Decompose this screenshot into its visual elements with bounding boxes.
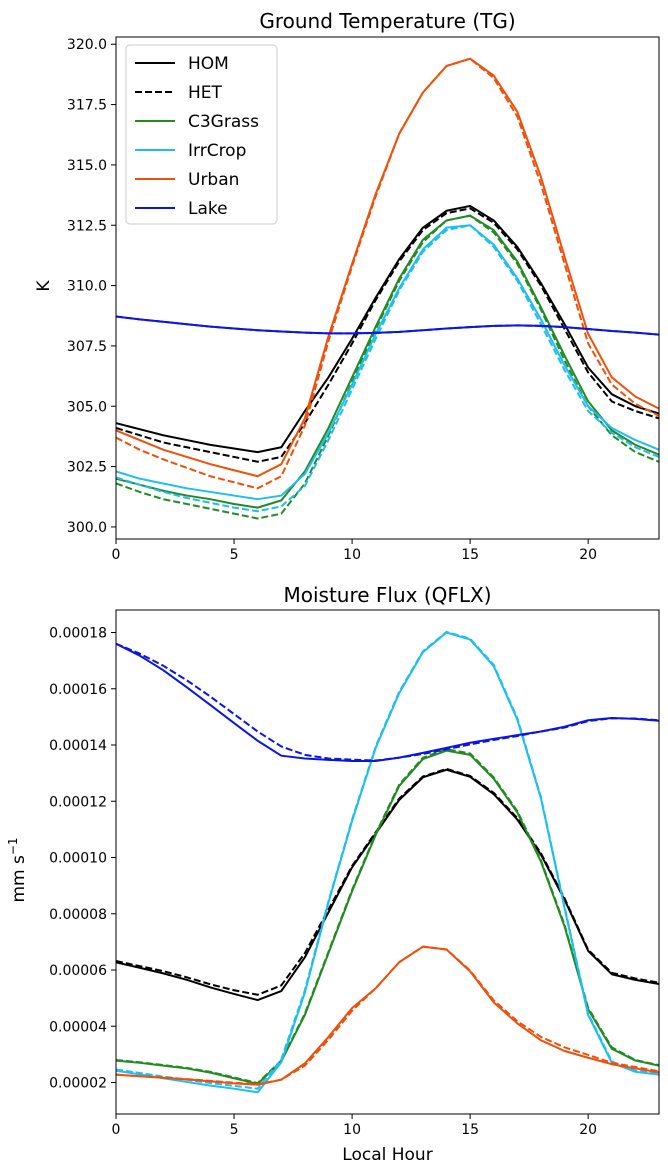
- plot-area: [115, 36, 660, 540]
- x-tick-label: 0: [112, 547, 121, 563]
- legend-entry-c3grass: C3Grass: [188, 112, 259, 132]
- y-tick-label: 0.00016: [49, 682, 107, 698]
- y-tick-label: 307.5: [67, 339, 107, 355]
- y-tick-label: 312.5: [67, 218, 107, 234]
- legend: HOM HET C3Grass IrrCrop Urban Lake: [125, 44, 278, 225]
- x-tick-label: 5: [230, 547, 239, 563]
- chart-moisture-flux: Moisture Flux (QFLX) 0 5 10 15 20 0.000020.0…: [6, 583, 660, 1165]
- series-line-lake-het: [116, 642, 659, 762]
- y-tick-label: 0.00012: [49, 794, 107, 810]
- chart-ground-temperature: Ground Temperature (TG) 0 5 10 15 20 300.030…: [34, 9, 660, 563]
- y-tick-label: 0.00010: [49, 851, 107, 867]
- x-axis: 0 5 10 15 20: [112, 539, 597, 563]
- x-tick-label: 15: [461, 547, 479, 563]
- legend-entry-urban: Urban: [188, 170, 239, 190]
- series-line-urban-het: [116, 57, 659, 490]
- y-axis-label-superscript: −1: [6, 837, 20, 855]
- y-tick-label: 0.00004: [49, 1019, 107, 1035]
- legend-entry-hom: HOM: [188, 54, 229, 74]
- series-line-lake-het: [116, 315, 659, 336]
- y-tick-label: 315.0: [67, 158, 107, 174]
- chart-title: Moisture Flux (QFLX): [283, 583, 491, 607]
- y-tick-label: 305.0: [67, 399, 107, 415]
- series-line-hom-het: [116, 207, 659, 463]
- series-line-c3grass-het: [116, 214, 659, 520]
- legend-entry-het: HET: [188, 83, 223, 103]
- legend-entry-lake: Lake: [188, 199, 228, 219]
- y-axis-label-text: mm s: [9, 855, 29, 903]
- series-line-urban-het: [116, 945, 659, 1086]
- x-tick-label: 10: [343, 1122, 361, 1138]
- y-axis: 0.00002 0.00004 0.00006 0.00008 0.00010 0.000…: [49, 626, 116, 1092]
- series-line-hom: [116, 204, 659, 454]
- series-line-lake: [116, 642, 659, 763]
- series-line-c3grass: [116, 749, 659, 1085]
- y-tick-label: 0.00014: [49, 738, 107, 754]
- plot-area: [115, 609, 660, 1115]
- x-axis: 0 5 10 15 20: [112, 1114, 597, 1138]
- y-tick-label: 317.5: [67, 98, 107, 114]
- x-tick-label: 5: [230, 1122, 239, 1138]
- axes-frame: [115, 36, 660, 540]
- y-tick-label: 0.00018: [49, 626, 107, 642]
- series-line-hom-het: [116, 767, 659, 996]
- series-line-c3grass: [116, 214, 659, 509]
- x-axis-label: Local Hour: [342, 1145, 432, 1165]
- y-tick-label: 0.00002: [49, 1076, 107, 1092]
- y-axis: 300.0 302.5 305.0 307.5 310.0 312.5 315.0 317.5…: [67, 37, 116, 536]
- y-tick-label: 302.5: [67, 460, 107, 476]
- y-axis-label: K: [34, 280, 54, 292]
- series-line-irrcrop-het: [116, 224, 659, 513]
- x-tick-label: 0: [112, 1122, 121, 1138]
- y-axis-label: mm s−1: [6, 837, 29, 902]
- series-line-c3grass-het: [116, 748, 659, 1085]
- chart-title: Ground Temperature (TG): [259, 9, 515, 33]
- y-tick-label: 300.0: [67, 520, 107, 536]
- x-tick-label: 20: [579, 1122, 597, 1138]
- y-tick-label: 310.0: [67, 279, 107, 295]
- x-tick-label: 20: [579, 547, 597, 563]
- y-tick-label: 0.00006: [49, 963, 107, 979]
- legend-entry-irrcrop: IrrCrop: [188, 141, 246, 161]
- y-tick-label: 320.0: [67, 37, 107, 53]
- x-tick-label: 10: [343, 547, 361, 563]
- series-line-urban: [116, 57, 659, 478]
- series-line-irrcrop-het: [116, 630, 659, 1090]
- axes-frame: [115, 609, 660, 1115]
- series-line-irrcrop: [116, 224, 659, 501]
- series-line-irrcrop: [116, 631, 659, 1094]
- y-tick-label: 0.00008: [49, 907, 107, 923]
- x-tick-label: 15: [461, 1122, 479, 1138]
